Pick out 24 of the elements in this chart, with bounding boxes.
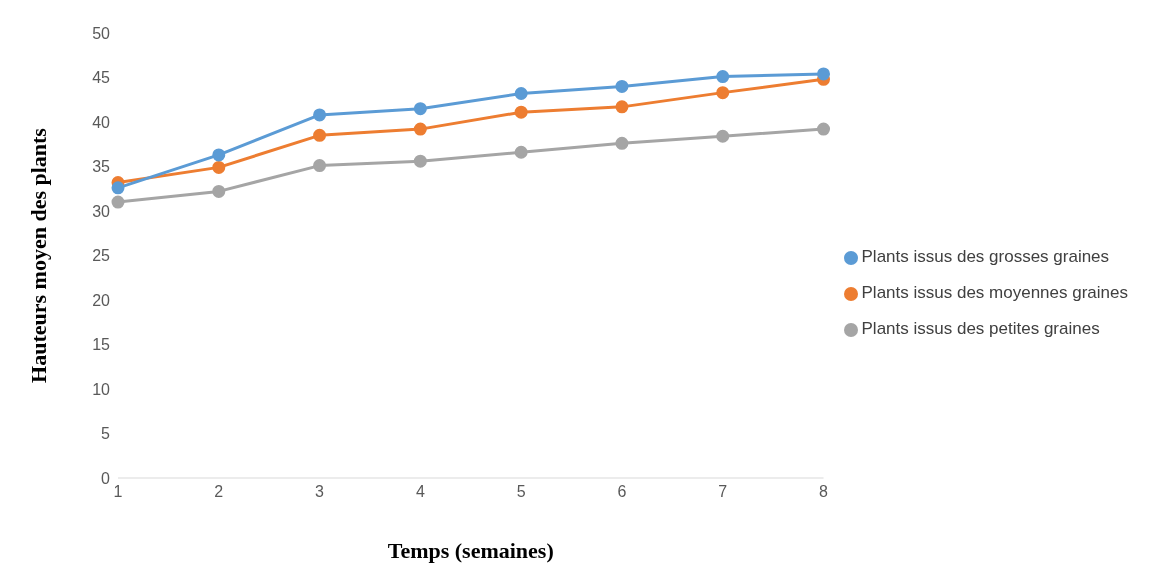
y-tick-label: 20	[92, 291, 111, 309]
x-tick-label: 3	[315, 483, 325, 501]
y-tick-label: 30	[92, 202, 111, 220]
y-tick-label: 45	[92, 69, 111, 87]
y-tick-label: 5	[101, 425, 111, 443]
legend-label: Plants issus des petites graines	[861, 319, 1100, 338]
legend-label: Plants issus des moyennes graines	[861, 283, 1128, 302]
x-tick-label: 8	[819, 483, 829, 501]
x-tick-label: 7	[718, 483, 728, 501]
x-tick-label: 4	[415, 483, 425, 501]
y-tick-label: 10	[92, 380, 111, 398]
y-tick-label: 40	[92, 113, 111, 131]
x-tick-label: 1	[113, 483, 123, 501]
x-tick-label: 5	[516, 483, 526, 501]
y-tick-label: 15	[92, 336, 111, 354]
y-axis-title: Hauteurs moyen des plants	[25, 127, 51, 383]
x-tick-label: 2	[214, 483, 224, 501]
y-tick-label: 0	[101, 469, 111, 487]
y-tick-label: 50	[92, 24, 111, 42]
y-tick-label: 35	[92, 158, 111, 176]
x-tick-label: 6	[617, 483, 627, 501]
y-tick-label: 25	[92, 247, 111, 265]
legend-label: Plants issus des grosses graines	[861, 247, 1110, 266]
x-axis-title: Temps (semaines)	[387, 538, 554, 563]
